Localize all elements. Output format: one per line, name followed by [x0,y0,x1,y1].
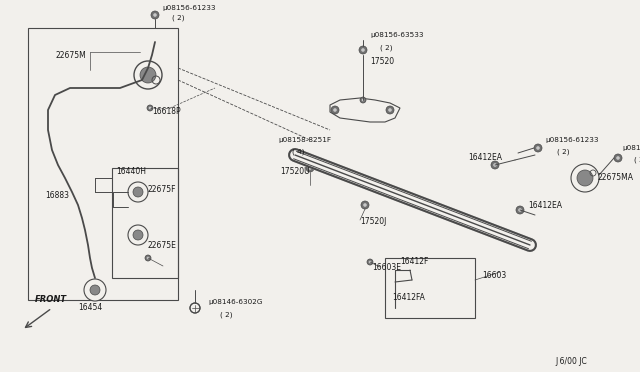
Circle shape [134,61,162,89]
Text: 22675E: 22675E [148,241,177,250]
Circle shape [403,193,407,197]
Text: ( 4): ( 4) [292,149,305,155]
Text: µ08156-61233: µ08156-61233 [162,5,216,11]
Bar [112,168,178,278]
Circle shape [128,182,148,202]
Text: 22675M: 22675M [55,51,86,60]
Bar [28,28,178,300]
Text: µ08158-8251F: µ08158-8251F [278,137,331,143]
Circle shape [506,234,514,242]
Circle shape [536,146,540,150]
Text: 16454: 16454 [78,304,102,312]
Text: 16412EA: 16412EA [528,201,562,209]
Circle shape [616,156,620,160]
Text: 17520: 17520 [370,58,394,67]
Circle shape [534,144,542,152]
Circle shape [577,170,593,186]
Circle shape [90,285,100,295]
Circle shape [359,46,367,54]
Circle shape [133,187,143,197]
Circle shape [361,48,365,52]
Circle shape [346,171,354,179]
Circle shape [360,97,366,103]
Circle shape [369,261,371,263]
Circle shape [148,107,151,109]
Circle shape [84,279,106,301]
Circle shape [333,108,337,112]
Text: 16412F: 16412F [400,257,428,266]
Text: FRONT: FRONT [35,295,67,305]
Text: 17520U: 17520U [280,167,310,176]
Circle shape [456,214,464,222]
Circle shape [153,13,157,17]
Circle shape [493,163,497,167]
Circle shape [386,106,394,114]
Circle shape [331,106,339,114]
Text: 16412FA: 16412FA [392,294,425,302]
Text: µ08156-63533: µ08156-63533 [370,32,424,38]
Circle shape [401,191,409,199]
Text: 17520J: 17520J [360,218,387,227]
Circle shape [145,255,151,261]
Circle shape [147,257,149,259]
Text: 16440H: 16440H [116,167,146,176]
Circle shape [140,67,156,83]
Circle shape [361,201,369,209]
Circle shape [614,154,622,162]
Text: µ08156-61233: µ08156-61233 [622,145,640,151]
Text: ( 2): ( 2) [634,157,640,163]
Text: 16883: 16883 [45,190,69,199]
Text: 16603E: 16603E [372,263,401,273]
Text: ( 2): ( 2) [220,312,232,318]
Circle shape [133,230,143,240]
Circle shape [388,108,392,112]
Circle shape [128,225,148,245]
Circle shape [571,164,599,192]
Circle shape [518,208,522,212]
Text: 22675F: 22675F [148,186,177,195]
Circle shape [147,105,153,111]
Circle shape [516,206,524,214]
Text: ( 2): ( 2) [172,15,184,21]
Circle shape [458,216,462,220]
Circle shape [491,161,499,169]
Text: J 6/00 JC: J 6/00 JC [555,357,587,366]
Text: 22675MA: 22675MA [598,173,634,183]
Circle shape [190,303,200,313]
Text: ( 2): ( 2) [380,45,392,51]
Polygon shape [330,98,400,122]
Circle shape [364,203,367,207]
Circle shape [308,166,312,170]
Circle shape [508,236,512,240]
Text: 16618P: 16618P [152,108,180,116]
Text: 16412EA: 16412EA [468,154,502,163]
Circle shape [151,11,159,19]
Circle shape [306,164,314,172]
Bar [385,258,475,318]
Text: µ08146-6302G: µ08146-6302G [208,299,262,305]
Text: ( 2): ( 2) [557,149,570,155]
Circle shape [362,99,364,101]
Text: µ08156-61233: µ08156-61233 [545,137,598,143]
Text: 16603: 16603 [482,270,506,279]
Circle shape [348,173,352,177]
Circle shape [367,259,373,265]
